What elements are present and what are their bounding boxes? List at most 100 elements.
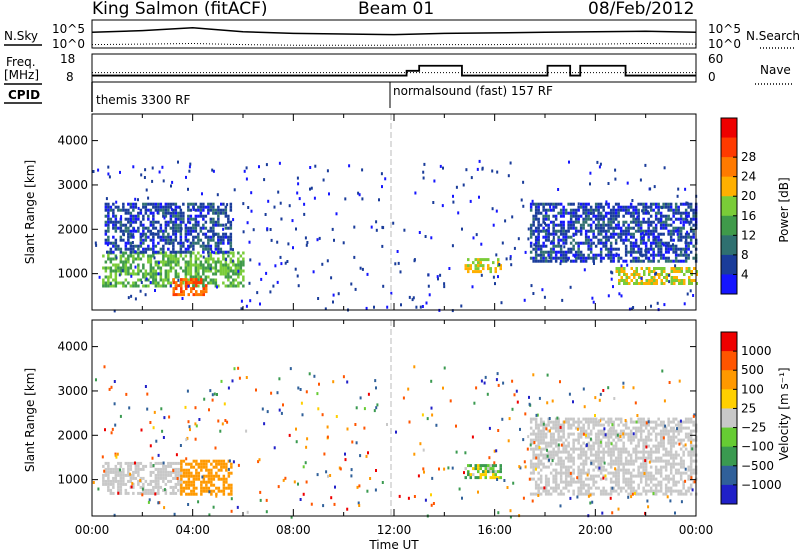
scatter-cell (245, 429, 248, 433)
range-cell (534, 417, 538, 421)
range-cell (684, 235, 688, 239)
range-cell (127, 211, 130, 215)
range-cell (217, 284, 220, 288)
range-cell (557, 432, 560, 436)
scatter-cell (346, 427, 349, 431)
range-cell (587, 214, 590, 218)
range-cell (653, 267, 656, 270)
range-cell (222, 257, 225, 261)
range-cell (615, 267, 618, 270)
range-cell (537, 208, 540, 212)
scatter-cell (541, 288, 544, 292)
scatter-cell (381, 481, 384, 484)
scatter-cell (608, 427, 611, 431)
range-cell (597, 241, 600, 245)
scatter-cell (141, 234, 144, 238)
range-cell (623, 270, 626, 273)
scatter-cell (212, 505, 215, 509)
scatter-cell (115, 455, 118, 459)
range-cell (207, 229, 210, 233)
scatter-cell (145, 188, 148, 192)
range-cell (109, 250, 113, 254)
range-cell (190, 483, 193, 487)
range-cell (184, 275, 188, 279)
scatter-cell (203, 397, 206, 401)
range-cell (167, 278, 170, 282)
range-cell (194, 202, 198, 206)
range-cell (682, 462, 685, 466)
scatter-cell (350, 282, 353, 286)
range-cell (589, 208, 593, 212)
scatter-cell (103, 365, 106, 369)
range-cell (539, 450, 543, 454)
range-cell (149, 275, 153, 279)
range-cell (657, 220, 660, 224)
range-cell (579, 480, 583, 484)
range-cell (542, 447, 545, 451)
range-cell (557, 238, 560, 242)
scatter-cell (152, 426, 155, 430)
range-cell (134, 464, 138, 468)
range-cell (609, 214, 613, 218)
range-cell (644, 468, 648, 472)
scatter-cell (137, 206, 140, 210)
range-cell (629, 474, 633, 478)
range-cell (638, 273, 641, 276)
colorbar-frame (720, 331, 738, 505)
range-cell (544, 244, 548, 248)
range-cell (688, 270, 691, 273)
range-cell (180, 462, 183, 466)
range-cell (497, 470, 500, 474)
range-cell (554, 480, 558, 484)
range-cell (659, 241, 663, 245)
range-cell (664, 453, 668, 457)
range-cell (169, 238, 173, 242)
range-cell (659, 456, 663, 460)
range-cell (592, 208, 595, 212)
scatter-cell (475, 233, 478, 237)
range-cell (137, 461, 140, 465)
range-cell (682, 471, 685, 475)
range-cell (589, 432, 593, 436)
scatter-cell (295, 227, 297, 231)
range-cell (147, 217, 150, 221)
range-cell (127, 238, 130, 242)
range-cell (677, 468, 680, 472)
scatter-cell (297, 182, 300, 186)
range-cell (144, 202, 148, 206)
range-cell (104, 223, 108, 227)
scatter-cell (107, 172, 110, 176)
range-cell (174, 461, 178, 465)
range-cell (537, 483, 540, 487)
scatter-cell (605, 241, 608, 245)
range-cell (682, 259, 685, 263)
range-cell (197, 474, 201, 478)
range-cell (629, 480, 633, 484)
range-cell (212, 205, 215, 209)
range-cell (667, 429, 670, 433)
range-cell (227, 226, 230, 230)
range-cell (544, 211, 548, 215)
scatter-cell (471, 435, 474, 439)
range-cell (144, 226, 148, 230)
scatter-cell (359, 396, 362, 400)
scatter-cell (430, 406, 433, 410)
scatter-cell (129, 472, 132, 476)
range-cell (637, 229, 640, 233)
scatter-cell (592, 300, 595, 304)
range-cell (624, 447, 628, 451)
colorbar-segment (721, 176, 737, 197)
range-cell (635, 270, 638, 273)
range-cell (644, 438, 648, 442)
range-cell (662, 444, 665, 448)
range-cell (652, 474, 655, 478)
range-cell (144, 238, 148, 242)
range-cell (687, 450, 690, 454)
scatter-cell (299, 388, 302, 391)
scatter-cell (178, 205, 181, 209)
range-cell (529, 205, 533, 209)
range-cell (164, 272, 168, 276)
range-cell (674, 429, 678, 433)
scatter-cell (147, 196, 150, 200)
range-cell (127, 202, 130, 206)
